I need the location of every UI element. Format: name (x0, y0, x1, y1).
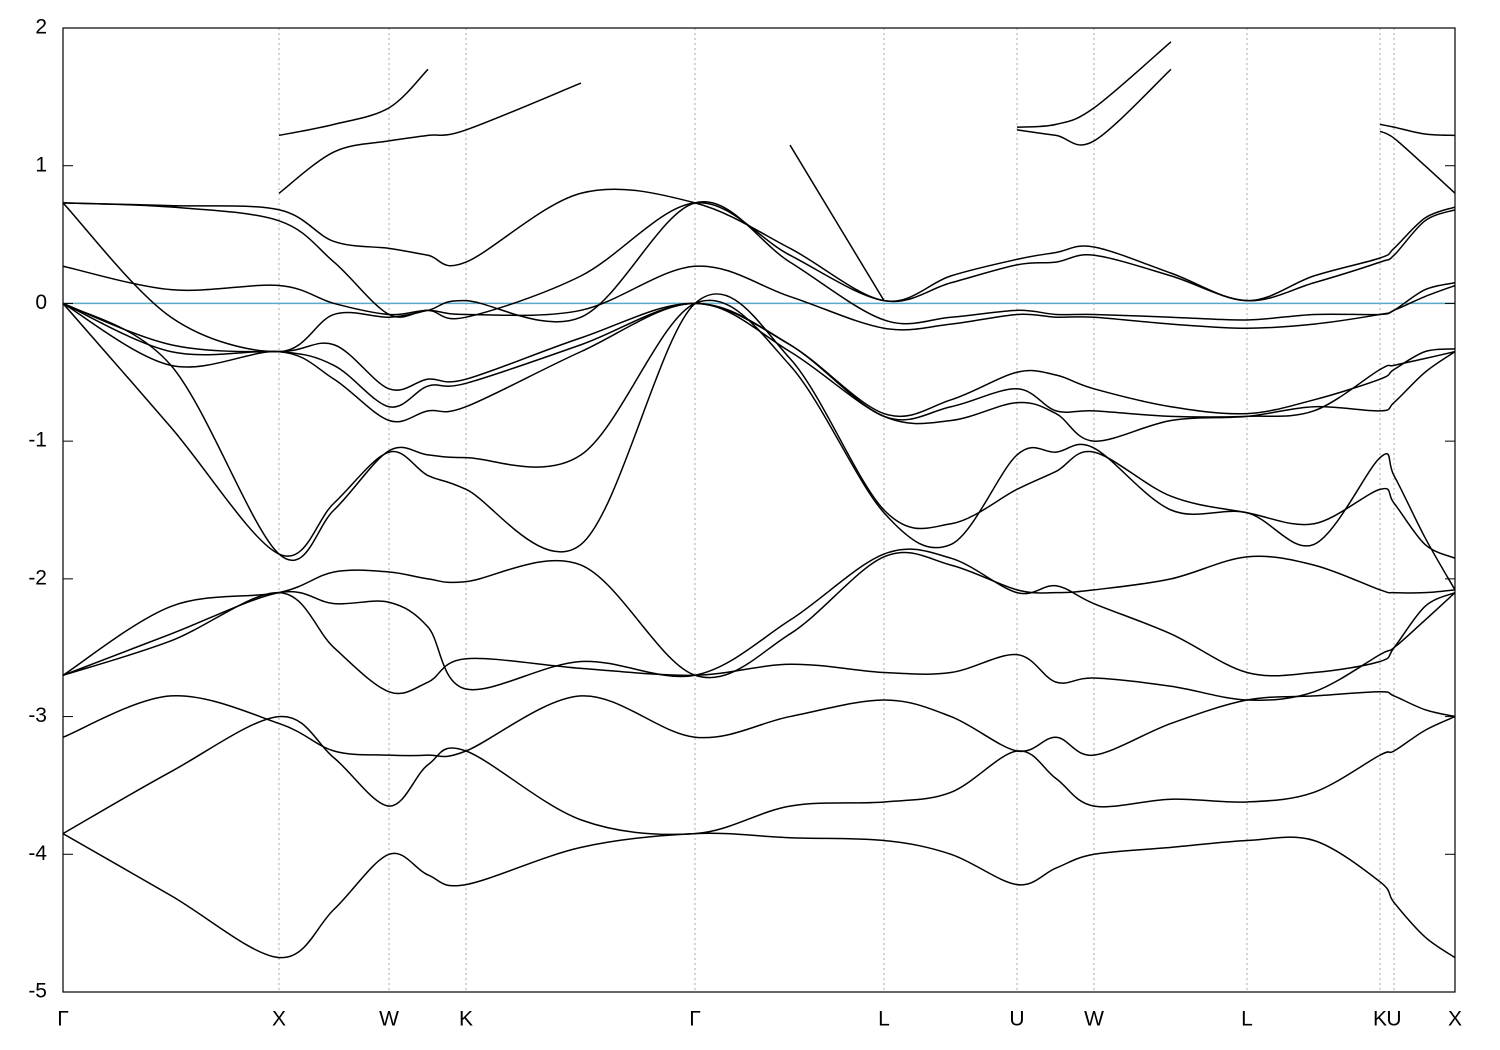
x-tick-label: W (1084, 1008, 1104, 1031)
band-line (278, 41, 1455, 137)
band-line (63, 548, 1455, 691)
x-tick-label: L (1241, 1008, 1253, 1031)
y-tick-label: 1 (35, 153, 47, 176)
y-tick-label: -2 (28, 566, 47, 589)
x-tick-label: Γ (689, 1008, 701, 1031)
x-tick-label: W (379, 1008, 399, 1031)
band-line (63, 591, 1455, 702)
x-tick-label: X (272, 1008, 286, 1031)
band-line (63, 299, 1455, 591)
y-tick-label: -5 (28, 980, 47, 1003)
band-line (63, 302, 1455, 418)
x-tick-label: U (1009, 1008, 1024, 1031)
x-tick-label: Γ (57, 1008, 69, 1031)
x-tick-label: K (459, 1008, 473, 1031)
band-line (278, 68, 1455, 194)
plot-frame (62, 27, 1456, 993)
y-tick-label: -1 (28, 429, 47, 452)
band-line (63, 551, 1455, 679)
band-line (63, 188, 1455, 303)
y-tick-label: 2 (35, 16, 47, 39)
y-tick-label: 0 (35, 291, 47, 314)
band-line (63, 293, 1455, 559)
bands (63, 41, 1455, 959)
x-tick-label: X (1448, 1008, 1462, 1031)
y-tick-label: -3 (28, 704, 47, 727)
band-line (63, 302, 1455, 442)
band-line (789, 144, 885, 302)
band-line (63, 302, 1455, 421)
band-line (63, 832, 1455, 959)
band-line (63, 265, 1455, 331)
x-tick-label: U (1386, 1008, 1401, 1031)
band-line (63, 691, 1455, 758)
x-tick-label: L (878, 1008, 890, 1031)
band-line (63, 715, 1455, 836)
y-tick-label: -4 (28, 842, 47, 865)
grid (62, 28, 1456, 992)
band-line (63, 201, 1455, 353)
x-tick-label: K (1373, 1008, 1387, 1031)
